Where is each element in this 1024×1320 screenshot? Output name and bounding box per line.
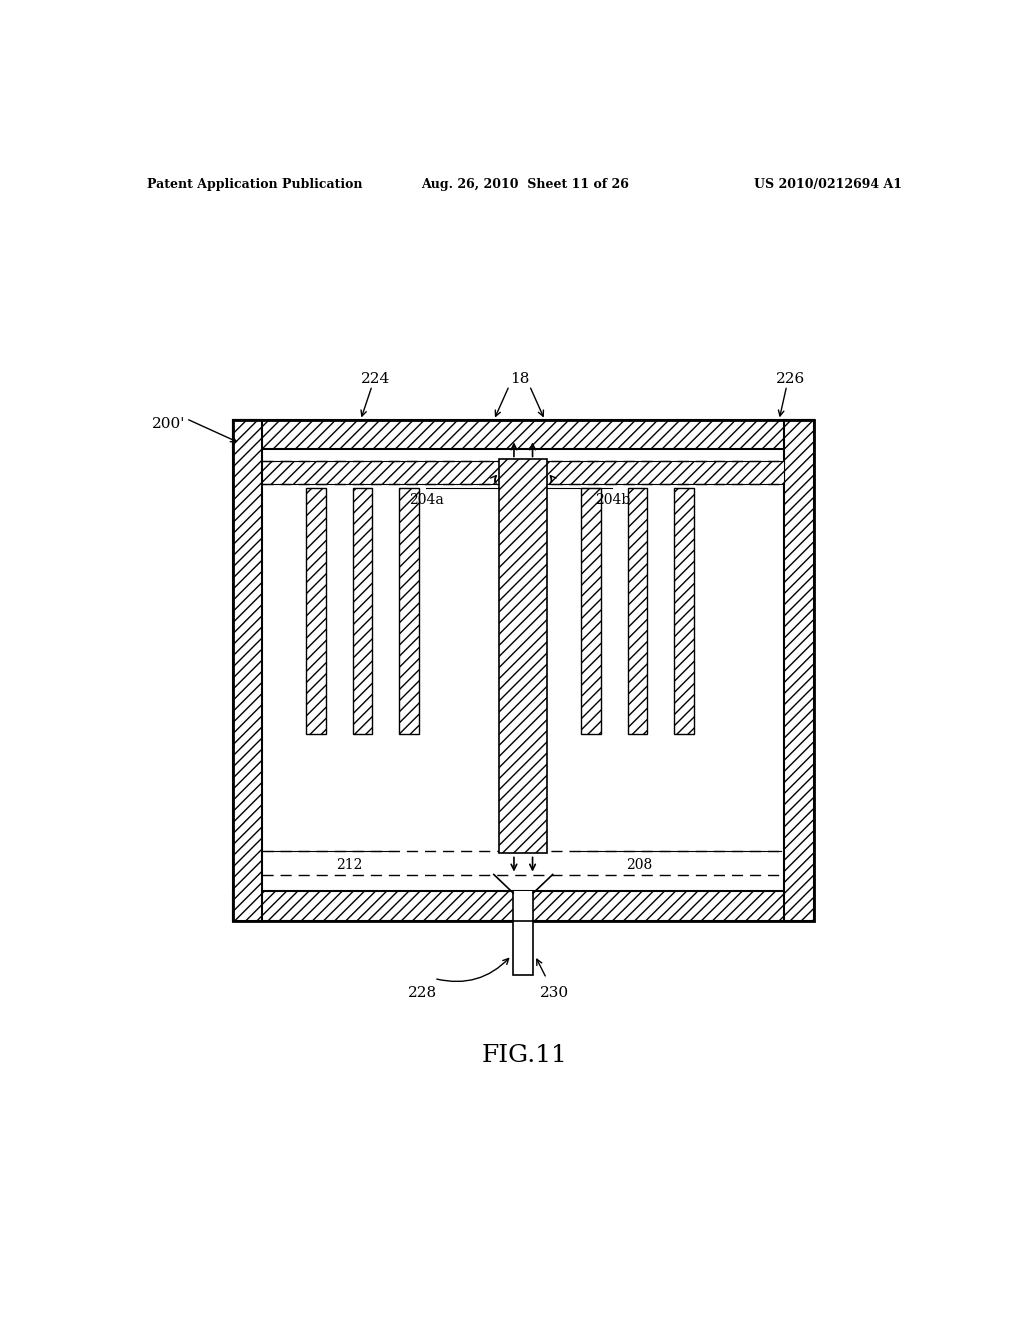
Bar — [232, 420, 814, 921]
Text: 200': 200' — [152, 417, 185, 432]
Text: 228: 228 — [408, 986, 437, 1001]
Bar — [232, 420, 814, 450]
Bar — [262, 450, 784, 891]
Text: 18: 18 — [510, 371, 529, 385]
Text: 224: 224 — [361, 371, 390, 385]
Text: Patent Application Publication: Patent Application Publication — [147, 178, 362, 190]
Bar — [675, 488, 693, 734]
Bar — [262, 461, 784, 484]
Bar — [513, 891, 534, 921]
Bar — [352, 488, 372, 734]
Text: 204a: 204a — [409, 494, 443, 507]
Text: 208: 208 — [627, 858, 652, 871]
Bar — [513, 921, 534, 974]
Bar — [628, 488, 647, 734]
Text: 230: 230 — [540, 986, 568, 1001]
Text: FIG.11: FIG.11 — [482, 1044, 567, 1067]
Bar — [500, 459, 547, 853]
Text: 204b: 204b — [595, 494, 630, 507]
Text: 226: 226 — [776, 371, 805, 385]
Bar — [399, 488, 419, 734]
Bar — [306, 488, 326, 734]
Bar — [582, 488, 601, 734]
Bar — [232, 891, 814, 921]
Bar — [784, 420, 814, 921]
Text: US 2010/0212694 A1: US 2010/0212694 A1 — [755, 178, 902, 190]
Text: 212: 212 — [336, 858, 362, 871]
Bar — [232, 420, 262, 921]
Text: Aug. 26, 2010  Sheet 11 of 26: Aug. 26, 2010 Sheet 11 of 26 — [421, 178, 629, 190]
